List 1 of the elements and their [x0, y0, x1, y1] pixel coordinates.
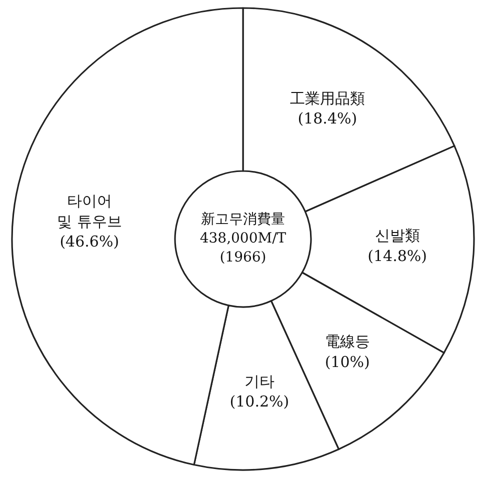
- center-text: 新고무消費量 438,000M/T (1966): [200, 212, 286, 266]
